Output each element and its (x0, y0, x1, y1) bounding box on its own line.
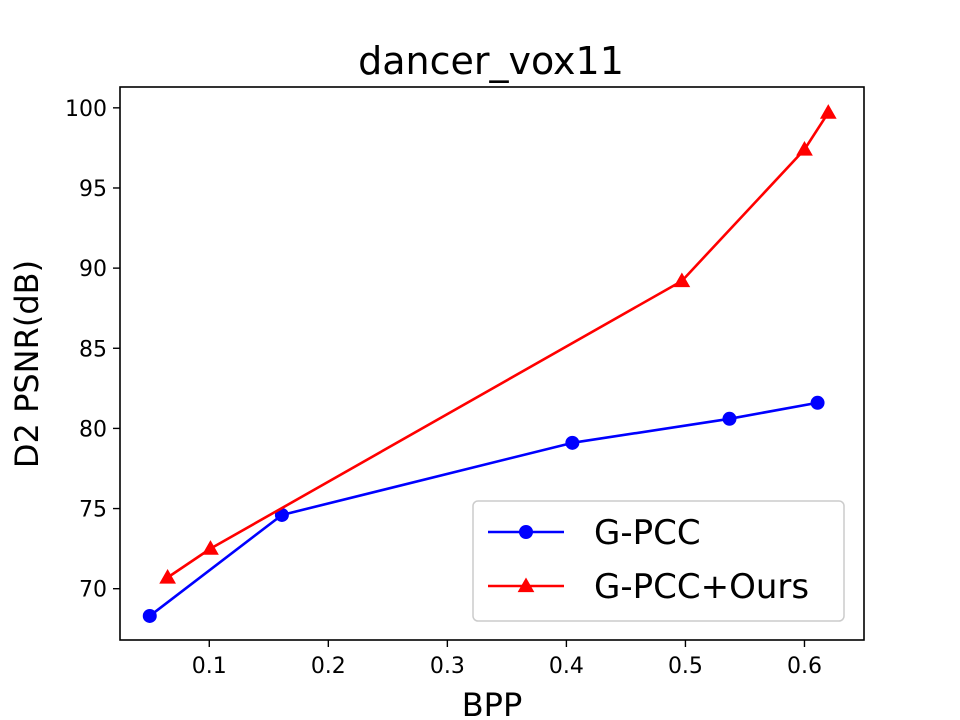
legend-label: G-PCC (594, 513, 701, 553)
plot-frame (119, 86, 865, 641)
chart-title: dancer_vox11 (358, 39, 624, 83)
y-axis: 70 75 80 85 90 95 100 (65, 97, 120, 603)
legend-item: G-PCC+Ours (488, 567, 809, 607)
legend-label: G-PCC+Ours (594, 567, 809, 607)
legend-item: G-PCC (488, 513, 701, 553)
x-tick-label: 0.1 (192, 654, 227, 679)
y-axis-label: D2 PSNR(dB) (8, 260, 46, 468)
data-point (673, 272, 691, 288)
x-tick-label: 0.2 (311, 654, 346, 679)
series-2 (159, 104, 837, 584)
x-tick-label: 0.4 (549, 654, 584, 679)
data-point (202, 540, 219, 555)
data-point (722, 411, 737, 426)
data-point (142, 608, 157, 623)
legend: G-PCC G-PCC+Ours (472, 500, 845, 622)
data-point (819, 104, 837, 119)
legend-marker (517, 577, 535, 593)
y-tick-label: 100 (65, 97, 107, 122)
series-1 (142, 395, 825, 623)
data-point (565, 435, 580, 450)
y-tick-label: 80 (79, 417, 107, 442)
data-point (159, 568, 176, 584)
x-tick-label: 0.3 (430, 654, 465, 679)
y-tick-label: 90 (79, 257, 107, 282)
legend-box (472, 500, 845, 622)
data-point (810, 395, 825, 410)
data-point (796, 141, 813, 156)
x-axis-label: BPP (462, 686, 523, 720)
legend-marker (519, 525, 533, 539)
y-tick-label: 95 (79, 177, 107, 202)
y-tick-label: 70 (79, 578, 107, 603)
x-tick-label: 0.6 (787, 654, 822, 679)
y-tick-label: 85 (79, 337, 107, 362)
x-tick-label: 0.5 (668, 654, 703, 679)
x-axis: 0.1 0.2 0.3 0.4 0.5 0.6 (192, 640, 822, 679)
plot-area (142, 104, 837, 623)
y-tick-label: 75 (79, 498, 107, 523)
